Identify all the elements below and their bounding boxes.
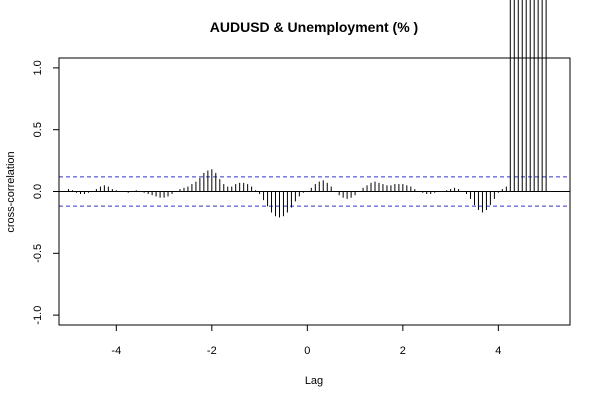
x-axis: -4 -2 0 2 4 bbox=[111, 324, 501, 357]
y-axis-label: cross-correlation bbox=[5, 151, 17, 232]
x-tick-label: -4 bbox=[111, 345, 121, 357]
y-tick-label: -1.0 bbox=[32, 306, 44, 325]
ccf-spikes bbox=[68, 0, 547, 218]
y-tick-label: 0.0 bbox=[32, 184, 44, 199]
confidence-bounds bbox=[59, 176, 570, 207]
x-tick-label: 4 bbox=[495, 345, 501, 357]
x-axis-label: Lag bbox=[305, 375, 323, 387]
chart-title: AUDUSD & Unemployment (% ) bbox=[210, 19, 418, 35]
x-tick-label: -2 bbox=[207, 345, 217, 357]
y-axis: -1.0 -0.5 0.0 0.5 1.0 bbox=[32, 60, 60, 325]
y-tick-label: -0.5 bbox=[32, 244, 44, 263]
y-tick-label: 0.5 bbox=[32, 122, 44, 137]
x-tick-label: 0 bbox=[304, 345, 310, 357]
y-tick-label: 1.0 bbox=[32, 60, 44, 75]
x-tick-label: 2 bbox=[400, 345, 406, 357]
